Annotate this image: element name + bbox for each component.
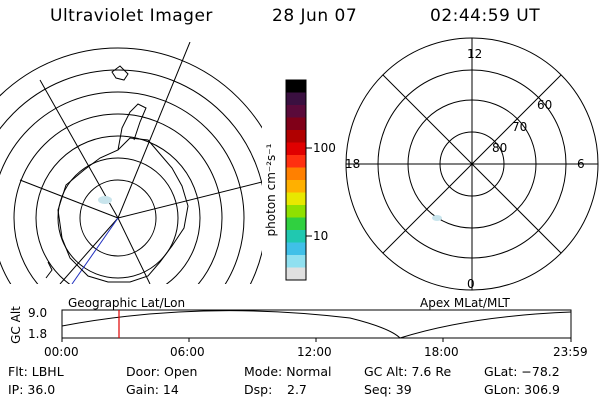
gc-alt-info: GC Alt: 7.6 Re — [364, 364, 452, 379]
colorbar-swatch — [286, 167, 306, 181]
colorbar-swatch — [286, 142, 306, 156]
dsp-value: 2.7 — [287, 382, 307, 397]
colorbar-swatch — [286, 267, 306, 281]
altitude-axis-label: GC Alt — [9, 306, 23, 344]
mlt-label-0: 0 — [467, 277, 475, 291]
time-tick-0: 00:00 — [44, 345, 79, 359]
mlat-label-70: 70 — [512, 120, 528, 134]
colorbar-swatch — [286, 180, 306, 193]
mlt-label-12: 12 — [467, 47, 483, 61]
time-tick-1: 06:00 — [170, 345, 205, 359]
colorbar-swatch — [286, 105, 306, 118]
geo-panel-label: Geographic Lat/Lon — [68, 296, 186, 310]
mode-info: Mode: Normal — [244, 364, 332, 379]
colorbar — [286, 80, 306, 281]
time-tick-3: 18:00 — [424, 345, 459, 359]
colorbar-swatch — [286, 192, 306, 206]
colorbar-unit-label: photon cm⁻²s⁻¹ — [264, 143, 278, 237]
ip-info: IP: 36.0 — [8, 382, 56, 397]
colorbar-swatch — [286, 205, 306, 218]
colorbar-swatch — [286, 242, 306, 256]
apex-mlat-mlt-panel — [345, 37, 599, 291]
altitude-min-label: 1.8 — [28, 327, 48, 341]
colorbar-swatch — [286, 255, 306, 268]
filter-info: Flt: LBHL — [8, 364, 64, 379]
colorbar-swatch — [286, 80, 306, 93]
colorbar-tick-10: 10 — [313, 229, 329, 243]
mlat-label-60: 60 — [537, 98, 553, 112]
mlt-label-18: 18 — [345, 157, 361, 171]
dsp-label: Dsp: — [244, 382, 273, 397]
time-tick-2: 12:00 — [297, 345, 332, 359]
glon-info: GLon: 306.9 — [484, 382, 560, 397]
mlt-label-6: 6 — [577, 157, 585, 171]
date-label: 28 Jun 07 — [272, 6, 358, 26]
colorbar-swatch — [286, 230, 306, 243]
glat-info: GLat: −78.2 — [484, 364, 560, 379]
colorbar-swatch — [286, 130, 306, 143]
time-label: 02:44:59 UT — [430, 6, 541, 26]
colorbar-swatch — [286, 92, 306, 106]
altitude-plot — [61, 309, 572, 342]
colorbar-swatch — [286, 217, 306, 231]
seq-info: Seq: 39 — [364, 382, 412, 397]
colorbar-swatch — [286, 155, 306, 168]
apex-panel-label: Apex MLat/MLT — [420, 296, 510, 310]
time-tick-4: 23:59 — [553, 345, 588, 359]
colorbar-frame — [285, 79, 312, 281]
altitude-max-label: 9.0 — [28, 306, 48, 320]
mlat-label-80: 80 — [492, 141, 508, 155]
door-info: Door: Open — [126, 364, 198, 379]
geographic-map-panel — [0, 42, 262, 284]
gain-info: Gain: 14 — [126, 382, 179, 397]
colorbar-swatch — [286, 117, 306, 131]
instrument-title: Ultraviolet Imager — [50, 6, 213, 26]
colorbar-tick-100: 100 — [313, 141, 336, 155]
